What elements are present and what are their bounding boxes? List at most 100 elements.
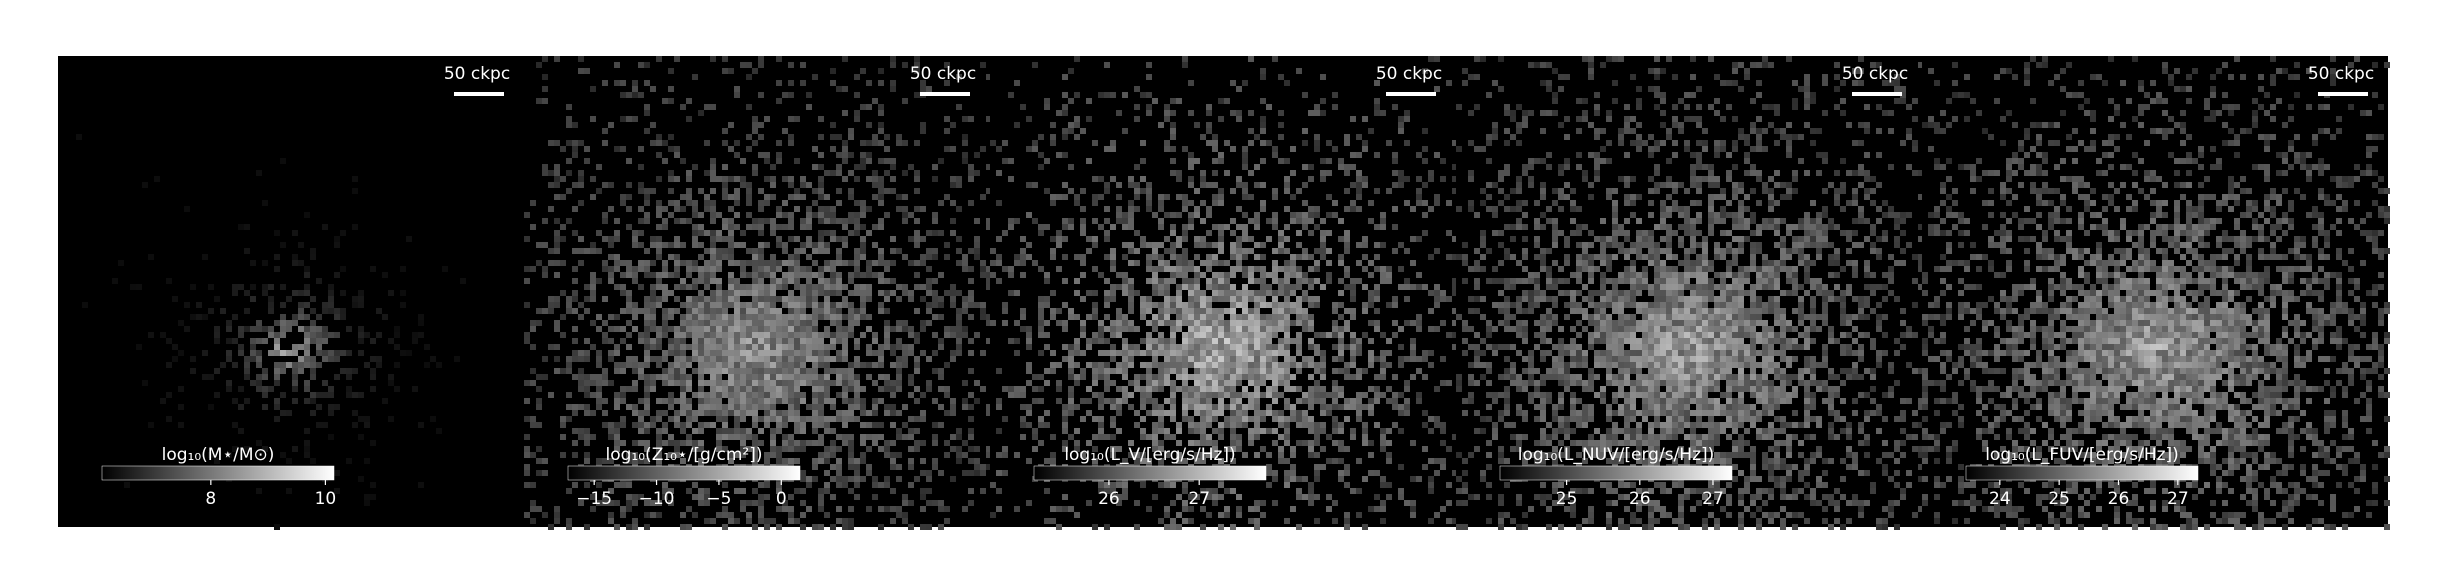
- pixel: [662, 296, 668, 302]
- pixel: [1350, 362, 1356, 368]
- pixel: [848, 308, 854, 314]
- pixel: [1020, 404, 1026, 410]
- pixel: [674, 398, 680, 404]
- pixel: [734, 140, 740, 146]
- pixel: [1344, 164, 1350, 170]
- pixel: [1194, 362, 1200, 368]
- pixel: [818, 266, 824, 272]
- pixel: [364, 494, 370, 500]
- pixel: [542, 170, 548, 176]
- pixel: [1224, 296, 1230, 302]
- pixel: [686, 398, 692, 404]
- pixel: [1158, 314, 1164, 320]
- pixel: [722, 380, 728, 386]
- pixel: [166, 362, 172, 368]
- pixel: [1230, 314, 1236, 320]
- pixel: [686, 434, 692, 440]
- pixel: [1200, 308, 1206, 314]
- pixel: [1654, 68, 1660, 74]
- pixel: [818, 164, 824, 170]
- pixel: [824, 284, 830, 290]
- pixel: [1684, 92, 1690, 98]
- pixel: [668, 212, 674, 218]
- pixel: [560, 224, 566, 230]
- pixel: [884, 344, 890, 350]
- pixel: [1152, 254, 1158, 260]
- pixel: [932, 176, 938, 182]
- pixel: [644, 344, 650, 350]
- pixel: [1068, 308, 1074, 314]
- pixel: [1212, 224, 1218, 230]
- pixel: [1416, 236, 1422, 242]
- pixel: [1398, 464, 1404, 470]
- pixel: [818, 302, 824, 308]
- pixel: [1356, 242, 1362, 248]
- pixel: [620, 338, 626, 344]
- pixel: [996, 404, 1002, 410]
- pixel: [770, 182, 776, 188]
- pixel: [1188, 338, 1194, 344]
- pixel: [1314, 350, 1320, 356]
- pixel: [914, 272, 920, 278]
- pixel: [674, 176, 680, 182]
- pixel: [1242, 296, 1248, 302]
- pixel: [608, 236, 614, 242]
- pixel: [770, 272, 776, 278]
- pixel: [1236, 398, 1242, 404]
- pixel: [1822, 80, 1828, 86]
- pixel: [214, 296, 220, 302]
- pixel: [1026, 242, 1032, 248]
- pixel: [1218, 158, 1224, 164]
- pixel: [722, 422, 728, 428]
- pixel: [704, 326, 710, 332]
- pixel: [698, 344, 704, 350]
- pixel: [824, 452, 830, 458]
- pixel: [560, 236, 566, 242]
- pixel: [256, 350, 262, 356]
- pixel: [310, 326, 316, 332]
- pixel: [1320, 356, 1326, 362]
- pixel: [1350, 296, 1356, 302]
- pixel: [1242, 404, 1248, 410]
- pixel: [974, 332, 980, 338]
- pixel: [1038, 314, 1044, 320]
- pixel: [1320, 98, 1326, 104]
- pixel: [716, 266, 722, 272]
- pixel: [298, 314, 304, 320]
- pixel: [1206, 212, 1212, 218]
- pixel: [734, 188, 740, 194]
- pixel: [974, 458, 980, 464]
- pixel: [1068, 68, 1074, 74]
- pixel: [1248, 248, 1254, 254]
- pixel: [800, 392, 806, 398]
- pixel: [1398, 362, 1404, 368]
- pixel: [250, 296, 256, 302]
- pixel: [638, 362, 644, 368]
- pixel: [842, 350, 848, 356]
- pixel: [674, 218, 680, 224]
- pixel: [1284, 248, 1290, 254]
- pixel: [1350, 152, 1356, 158]
- pixel: [668, 404, 674, 410]
- pixel: [1212, 404, 1218, 410]
- pixel: [794, 332, 800, 338]
- pixel: [1086, 410, 1092, 416]
- pixel: [1122, 314, 1128, 320]
- pixel: [1290, 170, 1296, 176]
- pixel: [1098, 362, 1104, 368]
- pixel: [1224, 338, 1230, 344]
- pixel: [914, 416, 920, 422]
- pixel: [632, 302, 638, 308]
- pixel: [764, 452, 770, 458]
- pixel: [1254, 134, 1260, 140]
- pixel: [716, 254, 722, 260]
- pixel: [1068, 224, 1074, 230]
- pixel: [668, 170, 674, 176]
- pixel: [1362, 236, 1368, 242]
- pixel: [1630, 74, 1636, 80]
- pixel: [1200, 314, 1206, 320]
- pixel: [770, 164, 776, 170]
- pixel: [752, 296, 758, 302]
- pixel: [292, 254, 298, 260]
- pixel: [758, 278, 764, 284]
